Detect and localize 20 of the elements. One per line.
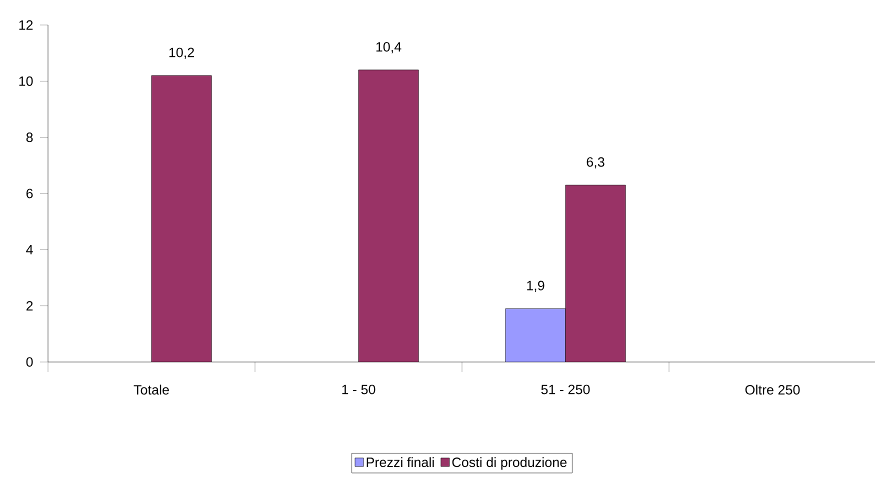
x-tick-label: 51 - 250: [541, 384, 590, 394]
legend-label: Prezzi finali: [366, 457, 434, 468]
x-tick-label: Oltre 250: [745, 384, 800, 395]
y-tick-label: 10: [19, 76, 33, 86]
bar: [565, 184, 626, 362]
data-label: 1,9: [527, 280, 544, 292]
y-tick-label: 8: [26, 132, 33, 142]
x-tick-label: Totale: [134, 384, 169, 395]
data-label: 6,3: [586, 157, 604, 168]
y-tick-label: 2: [26, 301, 33, 311]
legend-label: Costi di produzione: [452, 457, 567, 470]
x-tick-label: 1 - 50: [342, 384, 376, 394]
bar: [358, 70, 419, 362]
y-tick-label: 12: [19, 20, 33, 30]
data-label: 10,4: [376, 42, 402, 54]
data-label: 10,2: [169, 48, 194, 59]
y-tick-label: 4: [26, 245, 33, 254]
y-tick-label: 0: [26, 357, 33, 367]
y-tick-label: 6: [26, 188, 33, 198]
bar: [152, 76, 212, 362]
